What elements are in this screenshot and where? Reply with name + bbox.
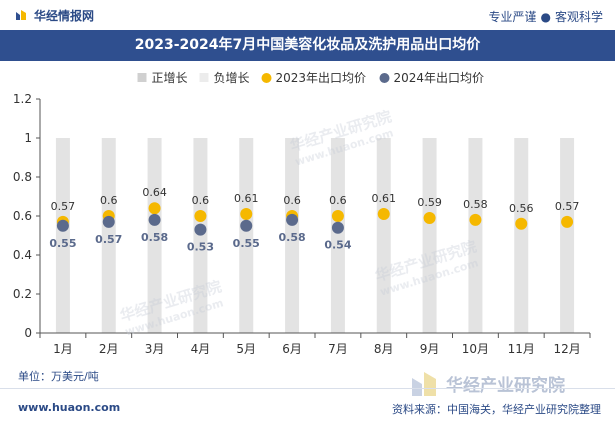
- chart-title: 2023-2024年7月中国美容化妆品及洗护用品出口均价: [0, 30, 615, 61]
- brand: 华经情报网: [14, 7, 94, 23]
- footer-divider: [0, 388, 615, 389]
- data-label-2023-2: 0.6: [100, 194, 118, 207]
- x-tick-label-5: 5月: [236, 342, 256, 356]
- x-tick-label-9: 9月: [420, 342, 440, 356]
- tagline-left: 专业严谨: [488, 10, 537, 24]
- background-bar-12: [560, 138, 575, 333]
- y-tick-label-3: 0.6: [13, 209, 32, 223]
- point-2024-5: [240, 219, 253, 232]
- footer-logo: 华经产业研究院: [410, 368, 565, 398]
- background-bar-5: [239, 138, 254, 333]
- data-label-2024-4: 0.53: [187, 241, 214, 254]
- x-tick-label-1: 1月: [53, 342, 73, 356]
- data-label-2024-3: 0.58: [141, 231, 168, 244]
- footer-logo-icon: [412, 372, 436, 396]
- point-2023-11: [515, 217, 528, 230]
- data-label-2024-5: 0.55: [233, 237, 260, 250]
- point-2023-7: [331, 210, 344, 222]
- point-2024-7: [331, 221, 344, 234]
- x-tick-label-2: 2月: [99, 342, 119, 356]
- background-bar-8: [376, 138, 391, 333]
- data-label-2023-3: 0.64: [142, 186, 167, 199]
- footer-source: 资料来源：中国海关，华经产业研究院整理: [392, 403, 601, 416]
- point-2023-8: [377, 208, 390, 221]
- footer-url[interactable]: www.huaon.com: [18, 401, 121, 414]
- background-bar-6: [285, 138, 300, 333]
- y-tick-label-2: 0.4: [13, 248, 32, 262]
- data-label-2023-5: 0.61: [234, 192, 259, 205]
- y-tick-label-4: 0.8: [13, 170, 32, 184]
- data-label-2024-1: 0.55: [49, 237, 76, 250]
- y-tick-label-0: 0: [24, 326, 32, 340]
- point-2023-9: [423, 211, 436, 224]
- y-tick-label-5: 1: [24, 131, 32, 145]
- point-2024-6: [286, 213, 299, 226]
- legend-marker-3: [379, 73, 390, 83]
- data-label-2023-1: 0.57: [51, 200, 76, 213]
- background-bar-2: [101, 138, 116, 333]
- x-tick-label-7: 7月: [328, 342, 348, 356]
- point-2024-2: [102, 215, 115, 228]
- legend-marker-1: [199, 73, 209, 82]
- background-bar-3: [147, 138, 162, 333]
- footer-logo-text: 华经产业研究院: [446, 375, 565, 396]
- data-label-2023-10: 0.58: [463, 198, 488, 211]
- point-2024-1: [56, 219, 69, 232]
- x-tick-label-12: 12月: [553, 342, 580, 356]
- point-2024-4: [194, 223, 207, 236]
- chart-area: 正增长 负增长 2023年出口均价 2024年出口均价 0 0.2 0.4 0.6 0.8 1 1.…: [13, 71, 591, 356]
- data-label-2024-2: 0.57: [95, 233, 122, 246]
- y-tick-label-1: 0.2: [13, 287, 32, 301]
- point-2023-10: [469, 213, 482, 226]
- data-label-2023-9: 0.59: [417, 196, 442, 209]
- top-bar: 华经情报网 专业严谨 ● 客观科学: [0, 0, 615, 30]
- data-label-2023-12: 0.57: [555, 200, 580, 213]
- legend-label-3: 2024年出口均价: [394, 71, 485, 85]
- x-tick-label-6: 6月: [282, 342, 302, 356]
- brand-logo-icon: [14, 8, 28, 22]
- legend-label-2: 2023年出口均价: [276, 71, 367, 85]
- legend-label-0: 正增长: [152, 71, 188, 85]
- background-bar-9: [422, 138, 437, 333]
- tagline: 专业严谨 ● 客观科学: [488, 8, 603, 25]
- unit-label: 单位：万美元/吨: [18, 370, 99, 383]
- brand-name: 华经情报网: [34, 8, 95, 23]
- data-label-2024-7: 0.54: [324, 239, 351, 252]
- data-label-2024-6: 0.58: [279, 231, 306, 244]
- separator-dot-icon: ●: [540, 10, 551, 24]
- data-label-2023-7: 0.6: [329, 194, 347, 207]
- background-bar-7: [330, 138, 345, 333]
- background-bar-10: [468, 138, 483, 333]
- x-tick-label-10: 10月: [462, 342, 489, 356]
- point-2023-3: [148, 202, 161, 215]
- x-tick-label-3: 3月: [145, 342, 165, 356]
- data-label-2023-11: 0.56: [509, 202, 534, 215]
- x-tick-label-8: 8月: [374, 342, 394, 356]
- point-2023-5: [240, 208, 253, 221]
- data-label-2023-6: 0.6: [283, 194, 301, 207]
- data-label-2023-8: 0.61: [372, 192, 397, 205]
- legend-label-1: 负增长: [214, 71, 250, 85]
- tagline-right: 客观科学: [554, 10, 603, 24]
- legend-marker-2: [261, 73, 272, 83]
- x-tick-label-11: 11月: [508, 342, 535, 356]
- data-label-2023-4: 0.6: [192, 194, 210, 207]
- background-bar-11: [514, 138, 529, 333]
- x-tick-label-4: 4月: [191, 342, 211, 356]
- point-2024-3: [148, 213, 161, 226]
- background-bar-1: [55, 138, 70, 333]
- point-2023-12: [561, 215, 574, 228]
- legend-marker-0: [137, 73, 147, 82]
- y-tick-label-6: 1.2: [13, 92, 32, 106]
- point-2023-4: [194, 210, 207, 222]
